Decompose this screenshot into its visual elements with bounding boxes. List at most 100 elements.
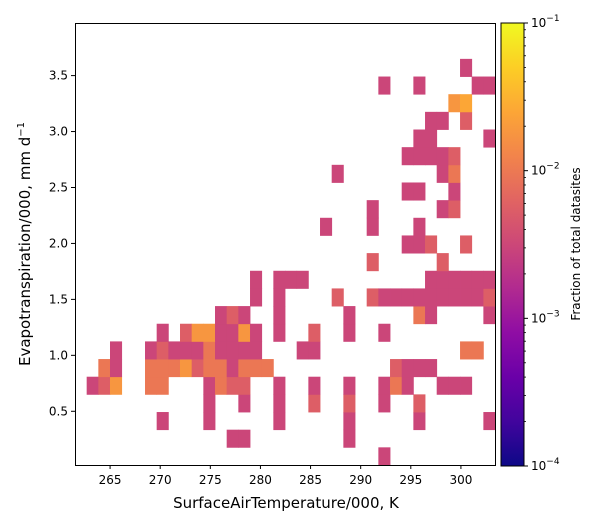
x-tick-label: 290 (349, 473, 372, 487)
heatmap-cell (226, 376, 239, 395)
heatmap-cell (460, 111, 473, 130)
heatmap-cell (483, 76, 496, 95)
heatmap-cell (203, 394, 216, 413)
heatmap-cell (401, 147, 414, 166)
heatmap-cell (273, 412, 286, 431)
heatmap-cell (226, 429, 239, 448)
heatmap-cell (460, 94, 473, 113)
colorbar-ticks: 10−4 10−3 10−2 10−1 (524, 14, 560, 473)
heatmap-cell (203, 323, 216, 342)
heatmap-cell (273, 394, 286, 413)
heatmap-cell (343, 323, 356, 342)
heatmap-cell (250, 359, 263, 378)
heatmap-cell (238, 323, 251, 342)
heatmap-cell (191, 341, 204, 360)
heatmap-cell (215, 341, 228, 360)
heatmap-cell (413, 359, 426, 378)
heatmap-cell (401, 235, 414, 254)
heatmap-cell (320, 217, 333, 236)
heatmap-cell (203, 341, 216, 360)
heatmap-cell (436, 200, 449, 219)
y-tick-label: 2.0 (49, 236, 68, 250)
heatmap-cell (390, 359, 403, 378)
heatmap-cell (180, 341, 193, 360)
heatmap-cell (273, 270, 286, 289)
heatmap-cell (448, 376, 461, 395)
heatmap-cell (378, 288, 391, 307)
heatmap-cell (156, 359, 169, 378)
heatmap-cell (156, 412, 169, 431)
heatmap-cell (110, 359, 123, 378)
heatmap-cell (436, 164, 449, 183)
heatmap-cells (86, 58, 496, 466)
heatmap-cell (110, 341, 123, 360)
heatmap-cell (145, 376, 158, 395)
heatmap-cell (413, 76, 426, 95)
heatmap-cell (471, 76, 484, 95)
heatmap-cell (308, 394, 321, 413)
heatmap-cell (203, 412, 216, 431)
y-tick-label: 3.5 (49, 69, 68, 83)
heatmap-cell (413, 129, 426, 148)
x-tick-label: 285 (299, 473, 322, 487)
heatmap-cell (238, 341, 251, 360)
heatmap-cell (448, 270, 461, 289)
heatmap-cell (273, 306, 286, 325)
heatmap-cell (436, 270, 449, 289)
heatmap-cell (471, 288, 484, 307)
heatmap-cell (390, 376, 403, 395)
heatmap-cell (250, 270, 263, 289)
heatmap-cell (413, 394, 426, 413)
heatmap-cell (308, 341, 321, 360)
x-axis-label: SurfaceAirTemperature/000, K (173, 494, 400, 512)
x-tick-label: 265 (99, 473, 122, 487)
heatmap-cell (191, 323, 204, 342)
heatmap-cell (483, 129, 496, 148)
y-axis-label-exponent: −1 (16, 122, 27, 137)
heatmap-cell (343, 412, 356, 431)
y-axis-ticks: 0.5 1.0 1.5 2.0 2.5 3.0 3.5 (49, 69, 75, 418)
heatmap-cell (191, 359, 204, 378)
heatmap-cell (436, 111, 449, 130)
heatmap-cell (483, 270, 496, 289)
heatmap-cell (180, 359, 193, 378)
heatmap-cell (378, 394, 391, 413)
heatmap-cell (448, 200, 461, 219)
heatmap-cell (460, 270, 473, 289)
heatmap-cell (226, 359, 239, 378)
heatmap-cell (413, 217, 426, 236)
heatmap-cell (425, 270, 438, 289)
heatmap-cell (448, 147, 461, 166)
heatmap-cell (238, 429, 251, 448)
heatmap-cell (378, 323, 391, 342)
y-axis-label-text: Evapotranspiration/000, mm d (16, 137, 34, 366)
heatmap-cell (425, 111, 438, 130)
heatmap-cell (110, 376, 123, 395)
heatmap-cell (156, 376, 169, 395)
heatmap-cell (250, 341, 263, 360)
heatmap-cell (343, 394, 356, 413)
heatmap-cell (448, 164, 461, 183)
heatmap-cell (273, 323, 286, 342)
heatmap-cell (343, 376, 356, 395)
heatmap-cell (98, 376, 111, 395)
heatmap-cell (448, 94, 461, 113)
heatmap-cell (425, 147, 438, 166)
y-tick-label: 1.5 (49, 292, 68, 306)
heatmap-cell (226, 306, 239, 325)
heatmap-cell (250, 323, 263, 342)
heatmap-cell (366, 288, 379, 307)
heatmap-cell (401, 376, 414, 395)
heatmap-cell (308, 323, 321, 342)
heatmap-cell (238, 394, 251, 413)
y-tick-label: 1.0 (49, 348, 68, 362)
colorbar-tick-label: 10−3 (531, 309, 560, 325)
heatmap-cell (86, 376, 99, 395)
y-tick-label: 2.5 (49, 180, 68, 194)
heatmap-cell (401, 288, 414, 307)
heatmap-cell (98, 359, 111, 378)
colorbar-tick-label: 10−1 (531, 14, 560, 30)
heatmap-cell (215, 376, 228, 395)
heatmap-cell (436, 376, 449, 395)
heatmap-cell (273, 376, 286, 395)
